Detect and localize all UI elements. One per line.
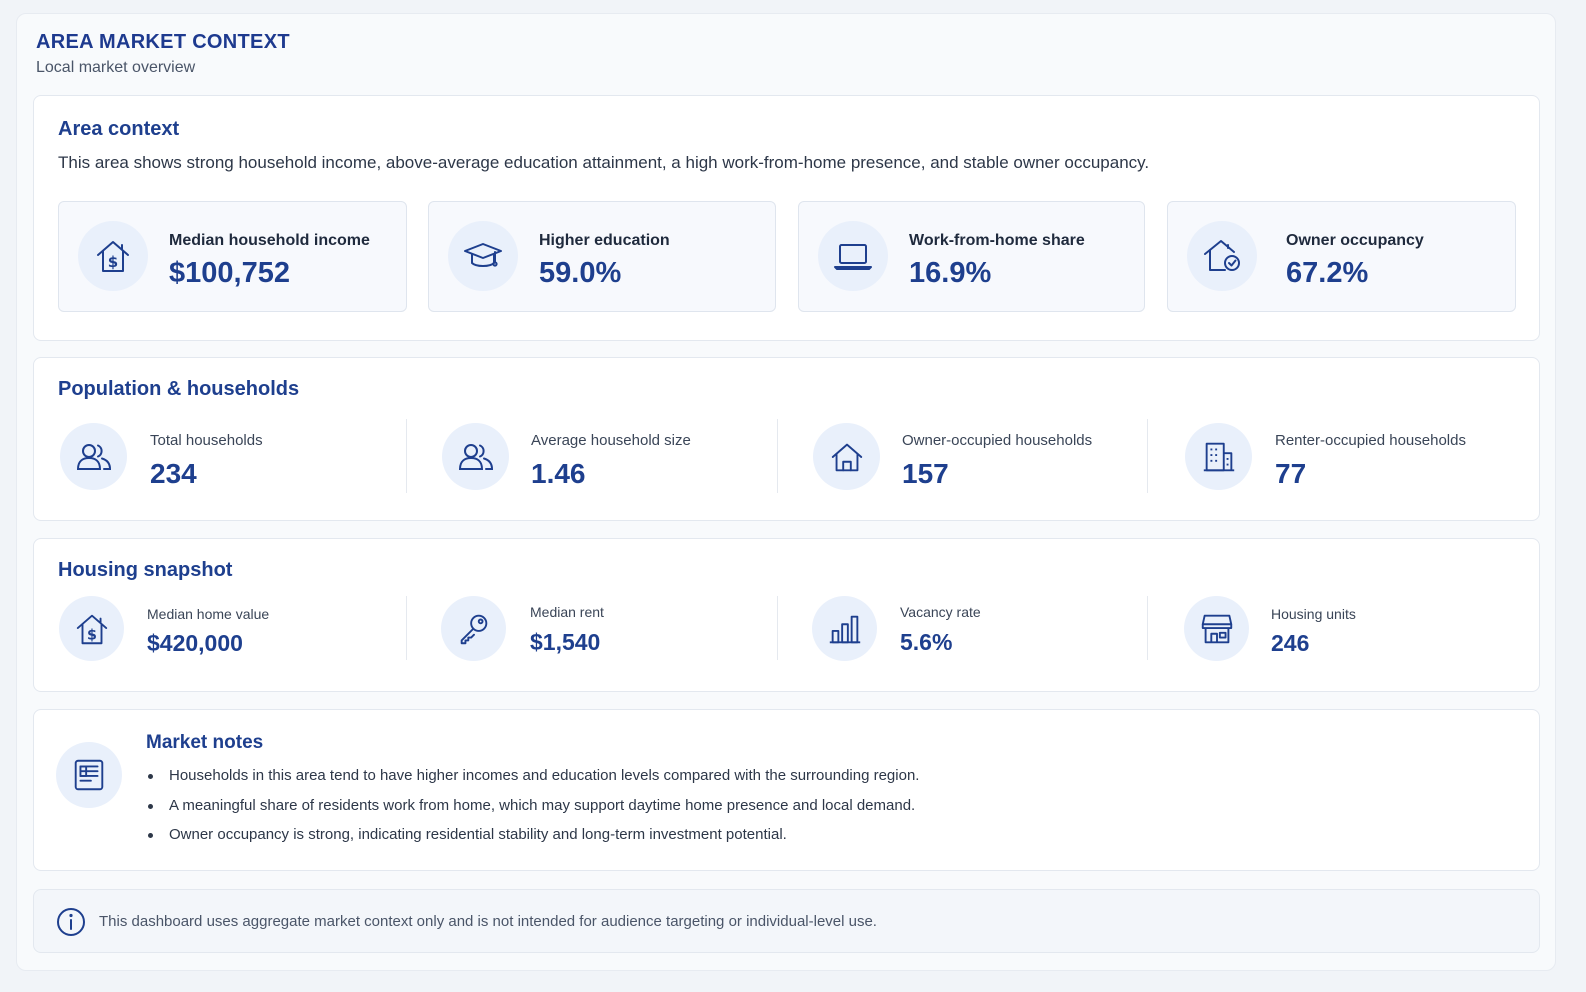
market-notes-title: Market notes	[146, 732, 264, 753]
metric-value: 59.0%	[539, 257, 622, 289]
page-title: AREA MARKET CONTEXT	[36, 31, 290, 53]
population-households-title: Population & households	[58, 378, 300, 400]
info-icon	[56, 907, 86, 937]
key-icon	[441, 596, 506, 661]
housing-snapshot-title: Housing snapshot	[58, 559, 233, 581]
document-icon	[56, 742, 122, 808]
metric-owner-occupancy: Owner occupancy 67.2%	[1167, 201, 1516, 312]
stat-label: Housing units	[1271, 606, 1356, 622]
stat-label: Total households	[150, 432, 263, 449]
page-subtitle: Local market overview	[36, 59, 196, 76]
house-check-icon	[1187, 221, 1257, 291]
stat-label: Renter-occupied households	[1275, 432, 1466, 449]
stat-value: $1,540	[530, 629, 601, 655]
divider	[406, 419, 407, 493]
population-households-card: Population & households Total households…	[33, 357, 1540, 521]
metric-value: $100,752	[169, 257, 290, 289]
stat-value: 157	[902, 458, 949, 489]
metric-label: Median household income	[169, 232, 370, 249]
stat-value: 234	[150, 458, 197, 489]
list-item: Owner occupancy is strong, indicating re…	[146, 826, 919, 856]
house-dollar-icon: $	[78, 221, 148, 291]
disclaimer-banner: This dashboard uses aggregate market con…	[33, 889, 1540, 953]
list-item: A meaningful share of residents work fro…	[146, 797, 919, 827]
bar-chart-icon	[812, 596, 877, 661]
stat-value: 1.46	[531, 458, 586, 489]
housing-snapshot-card: Housing snapshot $ Median home value $42…	[33, 538, 1540, 692]
stat-label: Owner-occupied households	[902, 432, 1093, 449]
metric-label: Work-from-home share	[909, 232, 1085, 249]
svg-text:$: $	[108, 253, 118, 271]
metric-higher-education: Higher education 59.0%	[428, 201, 776, 312]
people-icon	[60, 423, 127, 490]
stat-label: Vacancy rate	[900, 604, 981, 620]
divider	[777, 419, 778, 493]
house-dollar-icon: $	[59, 596, 124, 661]
market-notes-card: Market notes Households in this area ten…	[33, 709, 1540, 871]
storefront-icon	[1184, 596, 1249, 661]
stat-value: 77	[1275, 458, 1307, 489]
area-context-title: Area context	[58, 118, 180, 140]
people-icon	[442, 423, 509, 490]
metric-value: 16.9%	[909, 257, 992, 289]
market-notes-list: Households in this area tend to have hig…	[146, 767, 919, 856]
area-context-description: This area shows strong household income,…	[58, 153, 1150, 172]
disclaimer-text: This dashboard uses aggregate market con…	[99, 913, 877, 930]
stat-label: Median rent	[530, 604, 604, 620]
area-context-card: Area context This area shows strong hous…	[33, 95, 1540, 341]
divider	[1147, 596, 1148, 660]
divider	[406, 596, 407, 660]
stat-value: 246	[1271, 630, 1310, 656]
svg-text:$: $	[87, 627, 97, 643]
metric-work-from-home-share: Work-from-home share 16.9%	[798, 201, 1145, 312]
stat-label: Median home value	[147, 606, 270, 622]
stat-value: 5.6%	[900, 629, 953, 655]
building-icon	[1185, 423, 1252, 490]
graduation-cap-icon	[448, 221, 518, 291]
stat-value: $420,000	[147, 630, 243, 656]
stat-label: Average household size	[531, 432, 691, 449]
list-item: Households in this area tend to have hig…	[146, 767, 919, 797]
divider	[777, 596, 778, 660]
house-icon	[813, 423, 880, 490]
metric-value: 67.2%	[1286, 257, 1369, 289]
metric-label: Owner occupancy	[1286, 232, 1424, 249]
laptop-icon	[818, 221, 888, 291]
metric-label: Higher education	[539, 232, 670, 249]
divider	[1147, 419, 1148, 493]
metric-median-household-income: $ Median household income $100,752	[58, 201, 407, 312]
